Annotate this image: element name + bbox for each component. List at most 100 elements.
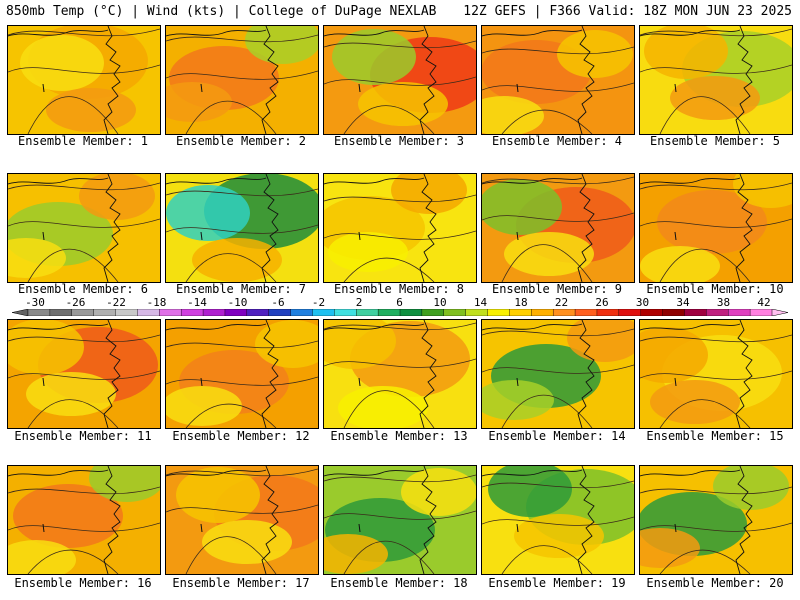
height-contour	[482, 212, 634, 222]
coastline	[103, 174, 121, 282]
temperature-region	[557, 30, 633, 78]
temperature-region	[13, 484, 123, 548]
height-contour	[166, 70, 318, 80]
temperature-region	[358, 82, 448, 126]
wind-barb	[42, 377, 45, 387]
colorbar-tick-label: -6	[271, 296, 285, 309]
height-contour	[659, 549, 751, 574]
colorbar-segment	[728, 309, 751, 316]
ensemble-member-label: Ensemble Member: 7	[175, 282, 307, 296]
height-contour	[482, 176, 634, 185]
temperature-map	[166, 26, 318, 134]
ensemble-panel-3	[323, 25, 477, 135]
great-lakes-outline	[8, 469, 109, 477]
temperature-region	[640, 327, 708, 383]
coastline	[577, 466, 595, 574]
colorbar-tick-label: 42	[757, 296, 771, 309]
coastline	[577, 320, 595, 428]
height-contour	[343, 540, 435, 574]
great-lakes-outline	[324, 29, 425, 37]
height-contour	[8, 522, 160, 532]
wind-barb	[200, 83, 203, 93]
wind-barb	[674, 523, 677, 533]
temperature-map	[482, 466, 634, 574]
temperature-map	[324, 466, 476, 574]
coastline	[735, 26, 753, 134]
coastline	[735, 174, 753, 282]
wind-barb	[674, 231, 677, 241]
height-contour	[501, 394, 593, 428]
great-lakes-outline	[482, 177, 583, 185]
height-contour	[324, 194, 476, 203]
colorbar-segment	[49, 309, 73, 316]
height-contour	[166, 188, 318, 197]
colorbar-max-arrow	[771, 309, 788, 316]
temperature-map	[166, 174, 318, 282]
wind-barb	[200, 377, 203, 387]
great-lakes-outline	[8, 323, 109, 331]
height-contour	[640, 218, 792, 228]
temperature-region	[567, 320, 634, 362]
colorbar-segment	[509, 309, 532, 316]
height-contour	[659, 248, 751, 282]
height-contour	[8, 218, 160, 228]
height-contour	[659, 96, 751, 134]
coastline	[419, 320, 437, 428]
colorbar-segment	[71, 309, 95, 316]
great-lakes-outline	[482, 323, 583, 331]
ensemble-panel-16	[7, 465, 161, 575]
height-contour	[324, 474, 476, 483]
temperature-region	[8, 238, 66, 278]
wind-barb	[674, 83, 677, 93]
ensemble-member-label: Ensemble Member: 1	[17, 134, 149, 148]
colorbar-tick-label: 30	[635, 296, 650, 309]
ensemble-panel-19	[481, 465, 635, 575]
colorbar-segment	[93, 309, 117, 316]
temperature-map	[166, 320, 318, 428]
temperature-map	[8, 174, 160, 282]
temperature-region	[166, 82, 232, 122]
temperature-region	[166, 386, 242, 426]
height-contour	[659, 399, 751, 428]
colorbar-segment	[596, 309, 620, 316]
ensemble-member-label: Ensemble Member: 12	[172, 429, 310, 443]
colorbar-segment	[377, 309, 401, 316]
great-lakes-outline	[8, 177, 109, 185]
colorbar-segment	[574, 309, 598, 316]
ensemble-panel-4	[481, 25, 635, 135]
height-contour	[501, 109, 593, 134]
height-contour	[166, 468, 318, 477]
height-contour	[8, 334, 160, 343]
temperature-region	[202, 520, 292, 564]
ensemble-panel-13	[323, 319, 477, 429]
colorbar-segment	[749, 309, 773, 316]
temperature-map	[8, 466, 160, 574]
height-contour	[343, 390, 435, 428]
great-lakes-outline	[166, 177, 267, 185]
wind-barb	[516, 231, 519, 241]
colorbar-segment	[618, 309, 642, 316]
height-contour	[324, 40, 476, 49]
temperature-region	[324, 320, 396, 369]
great-lakes-outline	[482, 469, 583, 477]
temperature-map	[640, 320, 792, 428]
great-lakes-outline	[640, 323, 741, 331]
temperature-region	[504, 232, 594, 276]
height-contour	[166, 340, 318, 349]
temperature-region	[338, 386, 428, 428]
temperature-region	[482, 96, 544, 134]
height-contour	[185, 100, 277, 134]
colorbar-tick-label: -30	[25, 296, 45, 309]
temperature-region	[401, 468, 476, 516]
ensemble-panel-8	[323, 173, 477, 283]
height-contour	[185, 253, 277, 282]
wind-barb	[358, 231, 361, 241]
colorbar-tick-label: 2	[355, 296, 363, 309]
temperature-region	[644, 26, 728, 79]
temperature-region	[482, 179, 562, 235]
great-lakes-outline	[324, 177, 425, 185]
wind-barb	[358, 523, 361, 533]
wind-barb	[674, 377, 677, 387]
colorbar-tick-label: 22	[554, 296, 569, 309]
ensemble-panel-18	[323, 465, 477, 575]
